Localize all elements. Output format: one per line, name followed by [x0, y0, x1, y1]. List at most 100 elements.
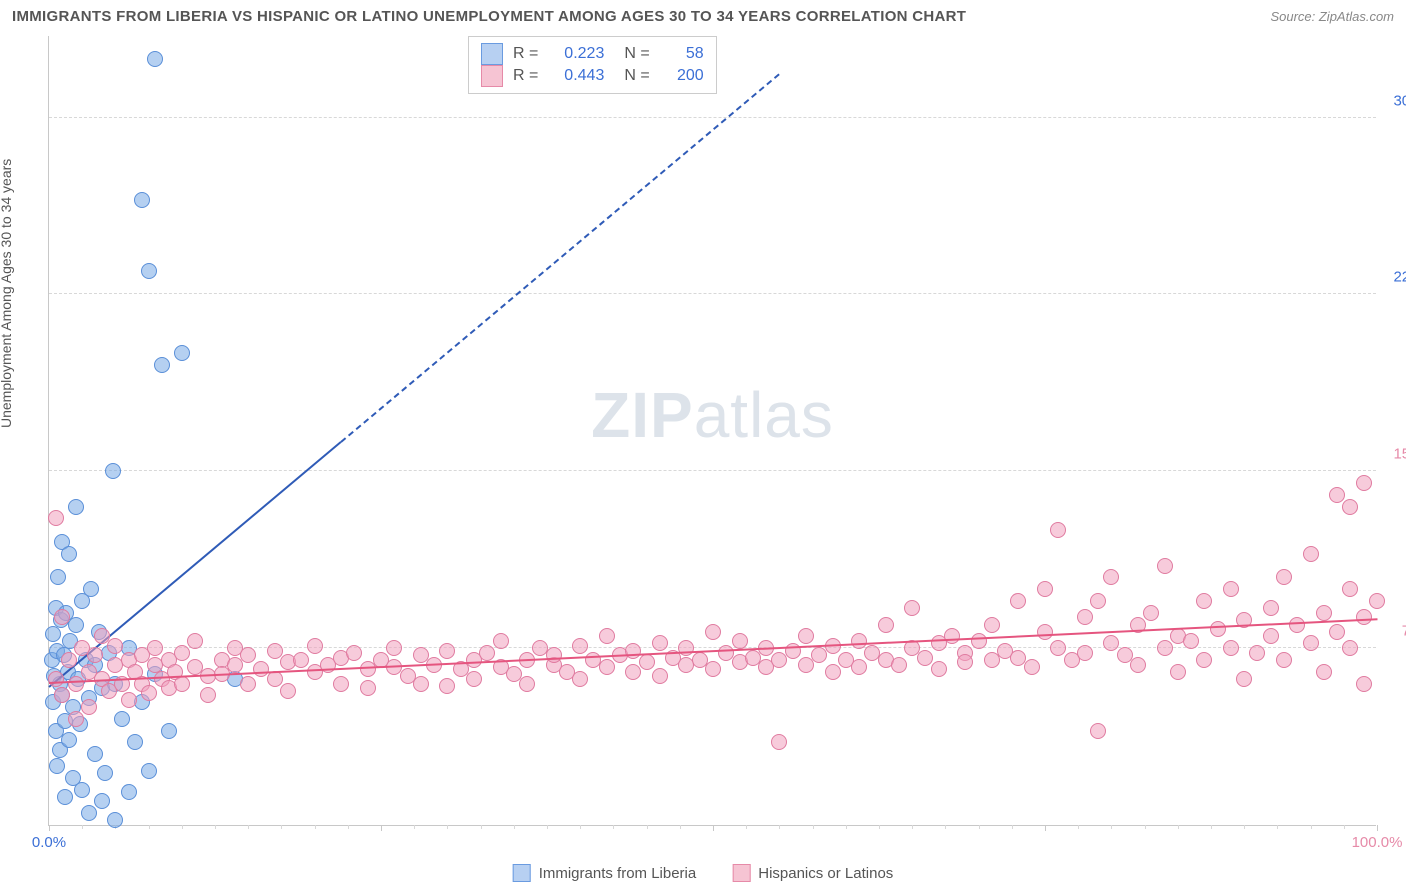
legend-swatch	[481, 43, 503, 65]
data-point	[1143, 605, 1159, 621]
x-tick-major	[49, 825, 50, 831]
data-point	[1356, 609, 1372, 625]
data-point	[1263, 628, 1279, 644]
data-point	[114, 711, 130, 727]
data-point	[599, 659, 615, 675]
x-tick-minor	[1078, 825, 1079, 829]
gridline	[49, 117, 1376, 118]
x-tick-minor	[746, 825, 747, 829]
data-point	[57, 789, 73, 805]
data-point	[1289, 617, 1305, 633]
data-point	[68, 676, 84, 692]
legend-row: R =0.223N =58	[481, 43, 704, 65]
x-tick-label: 0.0%	[32, 834, 66, 851]
data-point	[572, 671, 588, 687]
data-point	[107, 812, 123, 828]
data-point	[1077, 645, 1093, 661]
data-point	[61, 652, 77, 668]
legend-label: Immigrants from Liberia	[539, 865, 697, 882]
x-tick-minor	[149, 825, 150, 829]
data-point	[771, 734, 787, 750]
data-point	[200, 687, 216, 703]
plot-area: ZIPatlas 7.5%15.0%22.5%30.0%0.0%100.0%	[48, 36, 1376, 826]
data-point	[105, 463, 121, 479]
data-point	[174, 676, 190, 692]
data-point	[346, 645, 362, 661]
data-point	[1223, 640, 1239, 656]
data-point	[187, 633, 203, 649]
data-point	[141, 685, 157, 701]
y-tick-label: 7.5%	[1382, 623, 1406, 640]
x-tick-minor	[647, 825, 648, 829]
data-point	[68, 499, 84, 515]
trend-line	[341, 73, 781, 442]
data-point	[61, 546, 77, 562]
data-point	[1342, 640, 1358, 656]
data-point	[1263, 600, 1279, 616]
chart-title: IMMIGRANTS FROM LIBERIA VS HISPANIC OR L…	[12, 8, 966, 25]
data-point	[1157, 640, 1173, 656]
data-point	[825, 664, 841, 680]
x-tick-minor	[215, 825, 216, 829]
data-point	[161, 723, 177, 739]
data-point	[1077, 609, 1093, 625]
data-point	[1316, 605, 1332, 621]
data-point	[307, 638, 323, 654]
x-tick-minor	[547, 825, 548, 829]
x-tick-minor	[912, 825, 913, 829]
data-point	[413, 676, 429, 692]
x-tick-major	[1377, 825, 1378, 831]
data-point	[1010, 593, 1026, 609]
data-point	[81, 699, 97, 715]
data-point	[931, 661, 947, 677]
data-point	[83, 581, 99, 597]
data-point	[466, 671, 482, 687]
data-point	[240, 676, 256, 692]
legend-row: R =0.443N =200	[481, 65, 704, 87]
data-point	[386, 640, 402, 656]
y-tick-label: 30.0%	[1382, 92, 1406, 109]
data-point	[61, 732, 77, 748]
correlation-legend: R =0.223N =58R =0.443N =200	[468, 36, 717, 94]
x-tick-minor	[1111, 825, 1112, 829]
data-point	[1276, 569, 1292, 585]
data-point	[50, 569, 66, 585]
data-point	[1369, 593, 1385, 609]
data-point	[1303, 546, 1319, 562]
data-point	[280, 683, 296, 699]
watermark: ZIPatlas	[591, 378, 834, 452]
data-point	[971, 633, 987, 649]
data-point	[904, 600, 920, 616]
data-point	[360, 680, 376, 696]
x-tick-minor	[1277, 825, 1278, 829]
legend-swatch	[481, 65, 503, 87]
x-tick-major	[1045, 825, 1046, 831]
data-point	[1037, 624, 1053, 640]
data-point	[127, 734, 143, 750]
x-tick-minor	[248, 825, 249, 829]
x-tick-minor	[82, 825, 83, 829]
data-point	[891, 657, 907, 673]
data-point	[652, 635, 668, 651]
x-tick-minor	[1244, 825, 1245, 829]
data-point	[1342, 499, 1358, 515]
data-point	[1236, 671, 1252, 687]
data-point	[1196, 652, 1212, 668]
data-point	[74, 782, 90, 798]
data-point	[174, 645, 190, 661]
data-point	[1249, 645, 1265, 661]
x-tick-minor	[1344, 825, 1345, 829]
data-point	[174, 345, 190, 361]
x-tick-major	[381, 825, 382, 831]
data-point	[652, 668, 668, 684]
data-point	[439, 643, 455, 659]
data-point	[333, 676, 349, 692]
data-point	[94, 793, 110, 809]
data-point	[147, 51, 163, 67]
x-tick-minor	[1178, 825, 1179, 829]
x-tick-minor	[1311, 825, 1312, 829]
legend-swatch	[732, 864, 750, 882]
data-point	[1356, 475, 1372, 491]
data-point	[1223, 581, 1239, 597]
data-point	[572, 638, 588, 654]
